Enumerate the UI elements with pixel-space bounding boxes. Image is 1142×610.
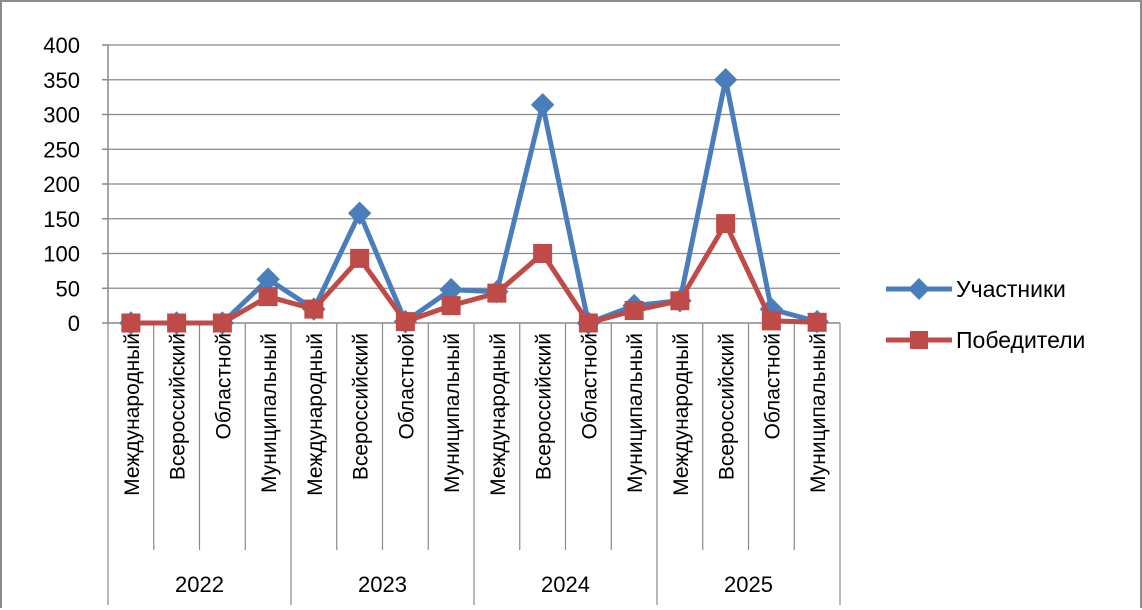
data-point-square	[761, 311, 781, 331]
data-point-square	[716, 214, 736, 234]
data-point-square	[304, 299, 324, 319]
category-label: Всероссийский	[716, 333, 739, 480]
y-tick-label: 50	[56, 276, 80, 301]
data-point-square	[212, 313, 232, 333]
category-label: Областной	[395, 333, 418, 439]
series-line	[130, 77, 818, 326]
category-label: Всероссийский	[167, 333, 190, 480]
data-point-square	[533, 244, 553, 263]
data-point-diamond	[530, 93, 555, 117]
category-label: Международный	[487, 333, 510, 496]
year-label: 2024	[541, 572, 590, 597]
data-point-square	[167, 313, 187, 333]
legend-marker-diamond	[908, 278, 930, 300]
data-point-square	[258, 287, 278, 307]
data-point-square	[670, 291, 690, 311]
y-tick-label: 100	[43, 242, 80, 267]
legend-label: Победители	[956, 327, 1085, 353]
y-tick-label: 400	[43, 33, 80, 58]
legend-label: Участники	[956, 276, 1066, 302]
category-label: Муниципальный	[441, 333, 464, 493]
data-point-square	[807, 312, 827, 332]
category-label: Международный	[670, 333, 693, 496]
y-tick-label: 200	[43, 172, 80, 197]
series-line	[130, 221, 818, 326]
data-point-square	[441, 296, 461, 316]
data-point-diamond	[347, 201, 372, 225]
y-tick-label: 150	[43, 207, 80, 232]
data-point-square	[350, 248, 370, 268]
y-tick-label: 250	[43, 137, 80, 162]
category-label: Областной	[761, 333, 784, 439]
data-point-square	[121, 313, 141, 333]
category-label: Областной	[212, 333, 235, 439]
data-point-square	[578, 313, 598, 333]
category-label: Муниципальный	[258, 333, 281, 493]
y-tick-label: 300	[43, 103, 80, 128]
y-tick-label: 0	[68, 311, 80, 336]
data-point-square	[624, 300, 644, 320]
year-label: 2023	[358, 572, 407, 597]
category-label: Всероссийский	[350, 333, 373, 480]
category-label: Международный	[121, 333, 144, 496]
data-point-diamond	[713, 68, 738, 92]
data-point-square	[395, 312, 415, 332]
year-label: 2025	[724, 572, 773, 597]
year-label: 2022	[175, 572, 224, 597]
data-point-square	[487, 283, 507, 303]
category-label: Международный	[304, 333, 327, 496]
legend-marker-square	[910, 331, 928, 349]
category-label: Муниципальный	[624, 333, 647, 493]
category-label: Муниципальный	[807, 333, 830, 493]
category-label: Всероссийский	[533, 333, 556, 480]
y-tick-label: 350	[43, 68, 80, 93]
category-label: Областной	[578, 333, 601, 439]
